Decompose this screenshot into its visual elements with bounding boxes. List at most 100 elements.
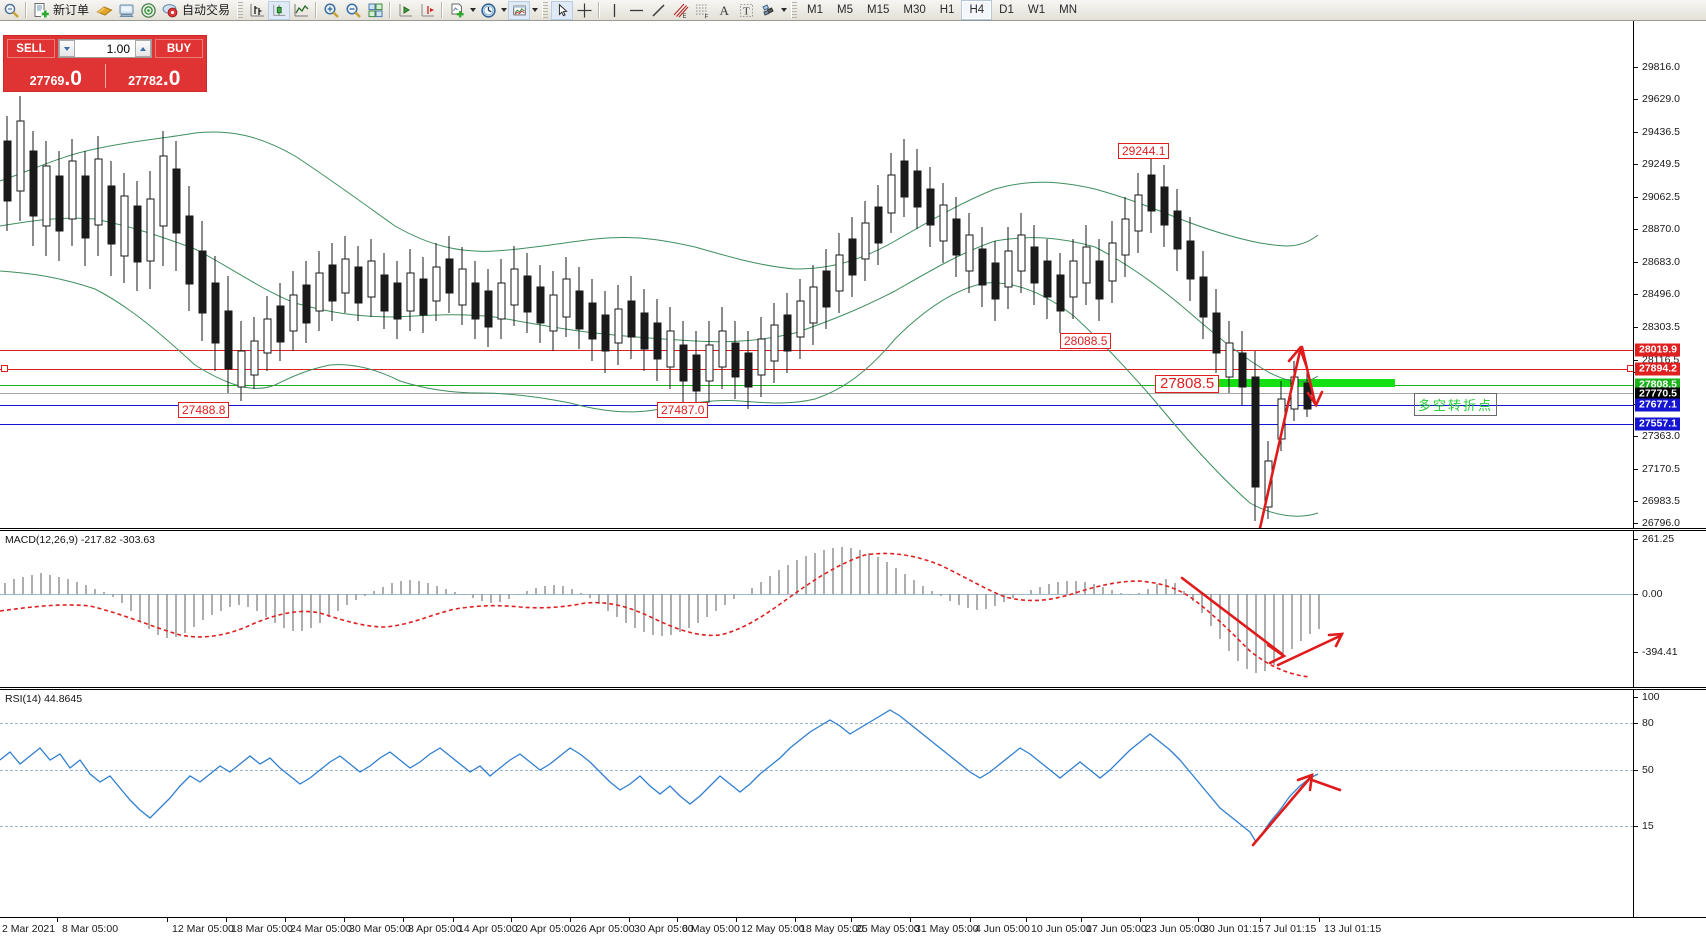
time-tick: 8 Apr 05:00 [403,918,462,935]
annotation-27487[interactable]: 27487.0 [657,402,709,418]
price-tick: 29436.5 [1634,126,1680,138]
tab-timeframe-w1[interactable]: W1 [1027,4,1046,16]
candlestick-chart-icon[interactable] [268,0,291,20]
line-chart-icon[interactable] [290,1,312,20]
tile-windows-icon[interactable] [364,1,386,20]
price-tick: 29629.0 [1634,93,1680,105]
price-chart-pane[interactable]: 29244.1 28088.5 27808.5 27488.8 27487.0 … [0,21,1706,529]
trendline-icon[interactable] [647,1,669,20]
period-dropdown-caret[interactable] [499,1,508,20]
svg-text:E: E [682,14,686,19]
macd-indicator-pane[interactable]: MACD(12,26,9) -217.82 -303.63 [0,530,1706,688]
objects-dropdown-caret[interactable] [779,1,788,20]
toolbar-separator [389,2,392,18]
sell-button[interactable]: SELL [7,39,55,58]
rsi-tick: 100 [1634,691,1660,703]
templates-dropdown-caret[interactable] [530,1,539,20]
new-order-label[interactable]: 新订单 [53,2,90,17]
bar-chart-icon[interactable] [246,1,268,20]
macd-zero-line [0,594,1633,595]
toolbar-grip[interactable] [791,2,798,18]
auto-trading-icon[interactable] [159,1,181,20]
macd-scale[interactable]: 261.25 0.00 -394.41 [1633,531,1706,687]
tab-timeframe-m15[interactable]: M15 [867,4,890,16]
time-tick: 14 Apr 05:00 [453,918,518,935]
data-window-icon[interactable] [115,1,137,20]
rsi-level-80 [0,723,1633,724]
macd-down-arrowhead [1266,643,1287,665]
time-tick: 30 Mar 05:00 [344,918,411,935]
rsi-scale[interactable]: 100 80 50 15 [1633,690,1706,917]
time-tick: 30 Apr 05:00 [629,918,694,935]
tab-timeframe-h4[interactable]: H4 [961,0,993,20]
hline-27557[interactable] [0,424,1633,425]
main-toolbar: 新订单 [0,0,1706,21]
zoom-magnifier-icon[interactable] [0,1,22,20]
buy-button[interactable]: BUY [155,39,203,58]
order-marker-left-icon[interactable] [1,365,8,372]
auto-scroll-icon[interactable] [394,1,416,20]
crosshair-icon[interactable] [573,1,595,20]
text-label-icon[interactable]: T [735,1,757,20]
time-tick: 24 Mar 05:00 [285,918,352,935]
zoom-in-icon[interactable] [320,1,342,20]
time-tick: 8 Mar 05:00 [56,918,119,935]
tab-timeframe-m1[interactable]: M1 [807,4,824,16]
hline-27894[interactable] [0,369,1633,370]
toolbar-separator [315,2,318,18]
annotation-27488[interactable]: 27488.8 [178,402,230,418]
price-tag-resistance: 28019.9 [1635,343,1680,357]
indicators-icon[interactable] [446,1,468,20]
volume-increase-button[interactable] [135,40,151,57]
annotation-28088[interactable]: 28088.5 [1060,333,1112,349]
horizontal-line-icon[interactable] [625,1,647,20]
tab-timeframe-m30[interactable]: M30 [903,4,926,16]
vertical-line-icon[interactable] [603,1,625,20]
annotation-27808[interactable]: 27808.5 [1155,375,1220,393]
buy-price-decimal: .0 [162,67,181,90]
toolbar-grip[interactable] [237,2,244,18]
time-tick: 31 May 05:00 [910,918,979,935]
toolbar-grip[interactable] [542,2,549,18]
objects-list-icon[interactable] [757,1,779,20]
tab-timeframe-mn[interactable]: MN [1059,4,1077,16]
rsi-plot-area[interactable]: RSI(14) 44.8645 [0,690,1633,917]
annotation-29244[interactable]: 29244.1 [1118,143,1170,159]
order-marker-icon[interactable] [1627,365,1633,372]
tab-timeframe-d1[interactable]: D1 [999,4,1014,16]
price-tick: 26983.5 [1634,495,1680,507]
hline-28019[interactable] [0,350,1633,351]
price-plot-area[interactable]: 29244.1 28088.5 27808.5 27488.8 27487.0 … [0,21,1633,528]
volume-stepper[interactable]: 1.00 [58,39,152,58]
price-tick: 29249.5 [1634,158,1680,170]
tab-timeframe-m5[interactable]: M5 [837,4,853,16]
volume-decrease-button[interactable] [59,40,75,57]
market-watch-icon[interactable] [93,1,115,20]
time-tick: 7 Jul 01:15 [1259,918,1317,935]
period-clock-icon[interactable] [477,1,499,20]
cursor-icon[interactable] [551,0,574,20]
time-axis[interactable]: 2 Mar 2021 8 Mar 05:00 12 Mar 05:00 18 M… [0,917,1706,938]
zoom-out-icon[interactable] [342,1,364,20]
fibonacci-icon[interactable]: F [691,1,713,20]
auto-trading-label[interactable]: 自动交易 [182,2,231,17]
macd-plot-area[interactable]: MACD(12,26,9) -217.82 -303.63 [0,531,1633,687]
time-tick: 30 Jun 01:15 [1198,918,1264,935]
chart-shift-icon[interactable] [416,1,438,20]
tab-timeframe-h1[interactable]: H1 [939,4,955,16]
hline-27808[interactable] [0,385,1633,386]
new-order-icon[interactable] [30,1,52,20]
price-scale[interactable]: 29816.0 29629.0 29436.5 29249.5 29062.5 … [1633,21,1706,529]
indicators-dropdown-caret[interactable] [468,1,477,20]
time-tick: 13 Jul 01:15 [1318,918,1382,935]
one-click-trading-panel[interactable]: SELL 1.00 BUY 27769 .0 27782 .0 [3,35,207,92]
annotation-turning-point[interactable]: 多空转折点 [1414,393,1498,416]
equidistant-channel-icon[interactable]: E [669,1,691,20]
volume-input[interactable]: 1.00 [106,41,130,56]
hline-27677[interactable] [0,405,1633,406]
signals-icon[interactable] [137,1,159,20]
text-icon[interactable]: A [713,1,735,20]
toolbar-separator [441,2,444,18]
rsi-indicator-pane[interactable]: RSI(14) 44.8645 100 80 50 15 [0,689,1706,917]
templates-icon[interactable] [508,0,531,20]
